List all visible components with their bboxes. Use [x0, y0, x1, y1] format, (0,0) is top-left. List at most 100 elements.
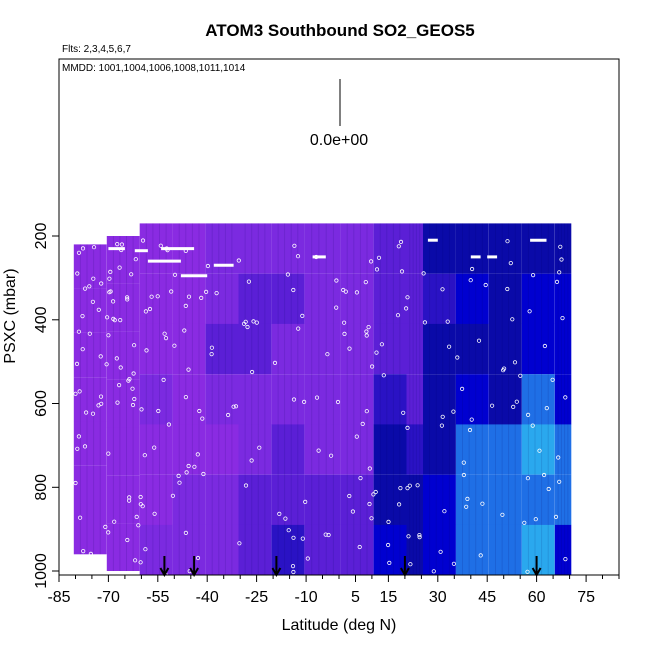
flight-marker — [440, 287, 445, 292]
flight-marker — [96, 307, 101, 312]
flight-marker — [87, 331, 92, 336]
flight-marker — [83, 286, 88, 291]
flight-marker — [176, 473, 181, 478]
flight-marker — [115, 242, 120, 247]
heatmap-cell — [106, 427, 140, 476]
flight-marker — [75, 554, 80, 559]
flight-marker — [117, 265, 122, 270]
flight-marker — [527, 309, 532, 314]
flight-marker — [387, 560, 392, 566]
flight-marker — [257, 445, 262, 450]
flight-marker — [296, 326, 301, 331]
heatmap-cell — [106, 523, 140, 571]
chart-title: ATOM3 Southbound SO2_GEOS5 — [205, 21, 475, 40]
flight-marker — [152, 445, 157, 450]
heatmap-cell — [488, 474, 522, 525]
flight-marker — [300, 536, 305, 541]
flight-marker — [140, 238, 146, 243]
flight-marker — [161, 377, 166, 382]
y-tick-label: 400 — [33, 306, 50, 333]
flight-marker — [512, 360, 518, 365]
flight-marker — [143, 309, 148, 314]
flight-marker — [143, 547, 148, 552]
heatmap-cell — [373, 374, 407, 425]
flight-marker — [514, 399, 519, 404]
flight-marker — [505, 286, 510, 292]
flight-marker — [364, 329, 369, 334]
flight-marker — [76, 329, 82, 334]
flight-marker — [368, 259, 374, 264]
flight-marker — [461, 472, 466, 478]
heatmap-cell — [73, 421, 107, 466]
y-tick-label: 200 — [33, 223, 50, 250]
flight-marker — [136, 523, 141, 528]
flight-marker — [369, 364, 375, 369]
flight-marker — [283, 516, 288, 521]
heatmap-cell — [304, 374, 341, 425]
flight-marker — [133, 558, 138, 563]
flight-marker — [78, 515, 83, 520]
heatmap-cell — [373, 424, 407, 475]
x-tick-label: -70 — [97, 589, 120, 606]
flight-marker — [406, 534, 411, 539]
flight-marker — [366, 324, 371, 330]
flight-marker — [112, 317, 117, 323]
heatmap-cell — [423, 273, 456, 324]
heatmap-cell — [238, 524, 272, 576]
flight-marker — [80, 246, 86, 251]
flight-marker — [88, 551, 94, 557]
heatmap-cell — [139, 474, 173, 525]
flight-marker — [542, 343, 548, 349]
flight-marker — [323, 532, 328, 537]
flight-marker — [398, 239, 404, 244]
flight-marker — [360, 421, 365, 426]
flight-marker — [405, 485, 410, 491]
x-tick-label: 30 — [429, 589, 447, 606]
heatmap-cell — [521, 374, 555, 425]
flight-marker — [106, 333, 111, 338]
heatmap-cell — [139, 424, 173, 475]
flight-marker — [209, 351, 214, 357]
flight-marker — [563, 556, 568, 562]
flight-marker — [451, 409, 456, 414]
flight-marker — [489, 403, 495, 408]
flight-marker — [354, 290, 359, 295]
flight-marker — [80, 313, 85, 319]
flight-marker — [325, 352, 330, 357]
y-axis: 200 400 600 800 1000 — [33, 223, 60, 589]
flight-marker — [112, 519, 117, 524]
flight-marker — [350, 509, 355, 514]
flight-marker — [118, 317, 123, 323]
flight-marker — [354, 434, 359, 439]
flight-marker — [476, 338, 482, 343]
flight-marker — [405, 425, 410, 430]
flight-marker — [74, 361, 80, 366]
heatmap-cell — [205, 424, 239, 475]
heatmap-cell — [373, 524, 407, 576]
heatmap-cell — [271, 273, 305, 324]
flight-marker — [398, 485, 403, 491]
heatmap-cell — [205, 474, 239, 525]
flight-marker — [478, 553, 483, 558]
flight-marker — [518, 373, 523, 378]
heatmap-cell — [554, 223, 572, 274]
heatmap-cell — [304, 474, 341, 525]
flight-marker — [467, 427, 473, 433]
heatmap-cell — [172, 374, 206, 425]
x-tick-label: 45 — [478, 589, 496, 606]
heatmap-cell — [238, 474, 272, 525]
flight-marker — [557, 479, 562, 484]
heatmap-cell — [106, 283, 140, 332]
heatmap-cell — [554, 424, 572, 475]
flight-marker — [98, 394, 104, 399]
flight-marker — [214, 290, 219, 296]
flight-marker — [291, 535, 296, 540]
flight-marker — [468, 278, 473, 283]
heatmap-cell — [406, 223, 423, 274]
dates-note: MMDD: 1001,1004,1006,1008,1011,1014 — [62, 63, 246, 74]
flight-marker — [431, 569, 436, 574]
flight-marker — [237, 541, 242, 546]
flight-marker — [204, 289, 209, 294]
x-tick-label: -85 — [47, 589, 70, 606]
heatmap-cell — [423, 374, 456, 425]
